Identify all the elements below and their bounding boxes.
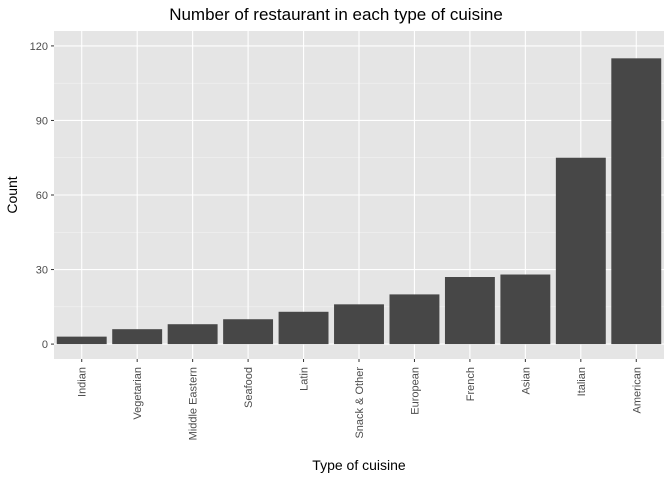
x-tick-label: Italian [576, 367, 588, 396]
x-tick-label: Indian [77, 367, 89, 397]
bar [112, 329, 163, 345]
bar [611, 58, 662, 345]
y-tick-label: 0 [42, 339, 48, 351]
y-axis-label: Count [4, 176, 20, 213]
x-tick-label: Middle Eastern [188, 367, 200, 440]
x-tick-label: Seafood [243, 367, 255, 408]
y-axis: 0 30 60 90 120 [30, 41, 54, 351]
bar [334, 304, 384, 345]
bar [444, 277, 495, 345]
bars [56, 58, 662, 345]
y-tick-label: 120 [30, 41, 48, 53]
bar [555, 157, 606, 345]
x-tick-label: French [465, 367, 477, 401]
x-axis-label: Type of cuisine [312, 457, 406, 473]
bar [278, 311, 329, 345]
chart-title: Number of restaurant in each type of cui… [169, 5, 503, 24]
bar [500, 274, 551, 345]
bar [223, 319, 274, 345]
x-tick-label: Vegetarian [132, 367, 144, 420]
x-tick-label: Latin [299, 367, 311, 391]
bar [167, 324, 218, 345]
y-tick-label: 60 [36, 190, 48, 202]
x-tick-label: Snack & Other [354, 367, 366, 439]
bar [389, 294, 440, 345]
x-tick-label: American [631, 367, 643, 413]
x-tick-label: European [409, 367, 421, 415]
y-tick-label: 30 [36, 265, 48, 277]
y-tick-label: 90 [36, 115, 48, 127]
bar [56, 336, 107, 345]
x-tick-label: Asian [520, 367, 532, 395]
x-axis: Indian Vegetarian Middle Eastern Seafood Lat… [77, 359, 643, 440]
